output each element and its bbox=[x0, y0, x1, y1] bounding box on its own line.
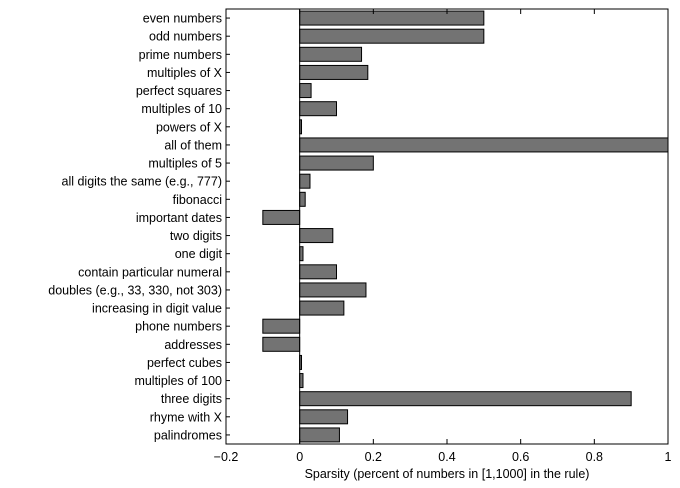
bar bbox=[299, 300, 345, 316]
bar bbox=[299, 264, 337, 280]
category-label: contain particular numeral bbox=[78, 265, 222, 279]
x-tick-label: −0.2 bbox=[214, 450, 239, 464]
category-label: multiples of 5 bbox=[148, 157, 222, 171]
category-label: three digits bbox=[161, 392, 222, 406]
bar bbox=[299, 155, 374, 171]
bar bbox=[299, 137, 669, 153]
category-label: multiples of X bbox=[147, 66, 223, 80]
category-label: increasing in digit value bbox=[92, 302, 222, 316]
x-tick-label: 0.6 bbox=[512, 450, 529, 464]
x-tick-label: 0 bbox=[296, 450, 303, 464]
bar bbox=[299, 83, 312, 99]
category-label: rhyme with X bbox=[150, 410, 223, 424]
x-axis-label: Sparsity (percent of numbers in [1,1000]… bbox=[305, 467, 590, 481]
category-label: one digit bbox=[175, 247, 223, 261]
bar bbox=[299, 228, 334, 244]
bar bbox=[299, 191, 306, 207]
bar bbox=[299, 427, 340, 443]
category-label: multiples of 10 bbox=[141, 102, 222, 116]
bar bbox=[299, 409, 349, 425]
category-label: doubles (e.g., 33, 330, not 303) bbox=[48, 283, 222, 297]
category-labels-group: even numbers odd numbers prime numbers mult… bbox=[48, 12, 230, 442]
bar bbox=[299, 10, 485, 26]
x-tick-label: 0.4 bbox=[438, 450, 455, 464]
category-label: addresses bbox=[164, 338, 222, 352]
category-label: multiples of 100 bbox=[134, 374, 222, 388]
x-tick-label: 0.8 bbox=[586, 450, 603, 464]
x-tick-label: 0.2 bbox=[365, 450, 382, 464]
category-label: palindromes bbox=[154, 428, 222, 442]
category-label: powers of X bbox=[156, 120, 223, 134]
bar bbox=[299, 391, 632, 407]
category-label: all of them bbox=[164, 138, 222, 152]
bar bbox=[262, 336, 301, 352]
category-label: odd numbers bbox=[149, 30, 222, 44]
bar bbox=[262, 209, 301, 225]
x-tick-label: 1 bbox=[665, 450, 672, 464]
bar bbox=[299, 28, 485, 44]
bar bbox=[299, 46, 363, 62]
category-label: perfect cubes bbox=[147, 356, 222, 370]
bar bbox=[299, 101, 337, 117]
bars-group bbox=[262, 10, 669, 443]
category-label: prime numbers bbox=[139, 48, 222, 62]
category-label: phone numbers bbox=[135, 320, 222, 334]
bar bbox=[299, 64, 369, 80]
category-label: two digits bbox=[170, 229, 222, 243]
category-label: fibonacci bbox=[173, 193, 222, 207]
category-label: all digits the same (e.g., 777) bbox=[62, 175, 223, 189]
bar bbox=[299, 173, 311, 189]
category-label: perfect squares bbox=[136, 84, 222, 98]
category-label: even numbers bbox=[143, 12, 222, 26]
category-label: important dates bbox=[136, 211, 222, 225]
bar bbox=[262, 318, 301, 334]
bar bbox=[299, 282, 367, 298]
plot-frame bbox=[225, 8, 669, 445]
x-ticks-group: −0.2 0 0.2 0.4 0.6 0.8 1 bbox=[214, 9, 672, 464]
